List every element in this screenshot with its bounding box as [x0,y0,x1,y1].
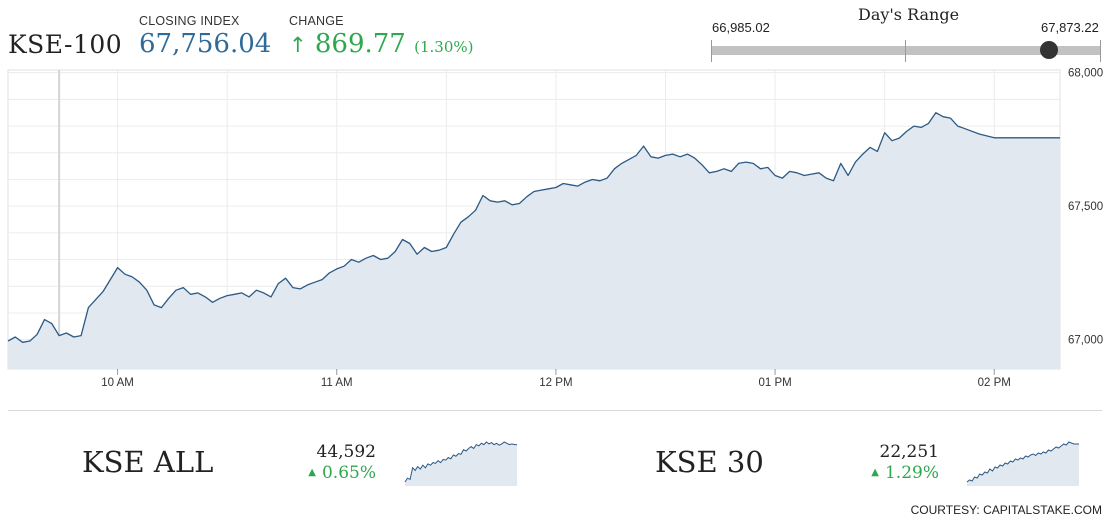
triangle-up-icon: ▲ [871,467,879,478]
sub-index-change-text: 1.29% [884,463,939,483]
series-line [7,112,1060,343]
sparkline-area [405,442,517,486]
sub-index-name-kse-30: KSE 30 [655,445,764,479]
days-range-high: 67,873.22 [1041,20,1099,35]
days-range-low: 66,985.02 [712,20,770,35]
x-tick-label: 01 PM [758,377,791,389]
x-tick-label: 02 PM [978,377,1011,389]
closing-index-value: 67,756.04 [139,29,272,59]
sub-index-change-text: 0.65% [321,463,376,483]
x-tick-label: 12 PM [539,377,572,389]
sub-index-value-kse-30: 22,251 [879,442,939,462]
range-tick-mid [905,40,906,62]
intraday-chart[interactable]: 68,000 67,500 67,000 10 AM 11 AM 12 PM 01 PM 02… [0,66,1112,396]
range-tick-end [1100,40,1101,62]
change-value: 869.77 [314,29,406,59]
x-tick-label: 10 AM [101,377,134,389]
y-tick-label: 68,000 [1068,68,1103,80]
series-area [8,112,1060,369]
sub-index-value-kse-all: 44,592 [316,442,376,462]
section-divider [8,410,1102,411]
closing-index-label: CLOSING INDEX [139,14,240,28]
sparkline-line [404,441,517,483]
x-tick-label: 11 AM [321,377,353,389]
sparkline-area [967,442,1079,486]
sparkline-kse-all [404,441,517,486]
days-range-title: Day's Range [858,5,960,24]
days-range-marker [1040,41,1059,59]
y-tick-label: 67,000 [1068,335,1103,347]
sub-index-name-kse-all: KSE ALL [82,445,214,479]
sub-index-change-kse-30: ▲ 1.29% [833,463,939,483]
triangle-up-icon: ▲ [308,467,316,478]
sparkline-kse-30 [966,441,1079,486]
courtesy-credit: COURTESY: CAPITALSTAKE.COM [910,503,1102,517]
range-tick-start [711,40,712,62]
change-value-group: ↑ 869.77 (1.30%) [289,29,473,59]
change-label: CHANGE [289,14,344,28]
sub-index-change-kse-all: ▲ 0.65% [270,463,376,483]
index-name: KSE-100 [8,30,123,59]
change-percent: (1.30%) [414,38,474,56]
y-tick-label: 67,500 [1068,201,1103,213]
arrow-up-icon: ↑ [289,33,307,57]
days-range-bar [712,46,1100,55]
sparkline-line [966,441,1079,483]
